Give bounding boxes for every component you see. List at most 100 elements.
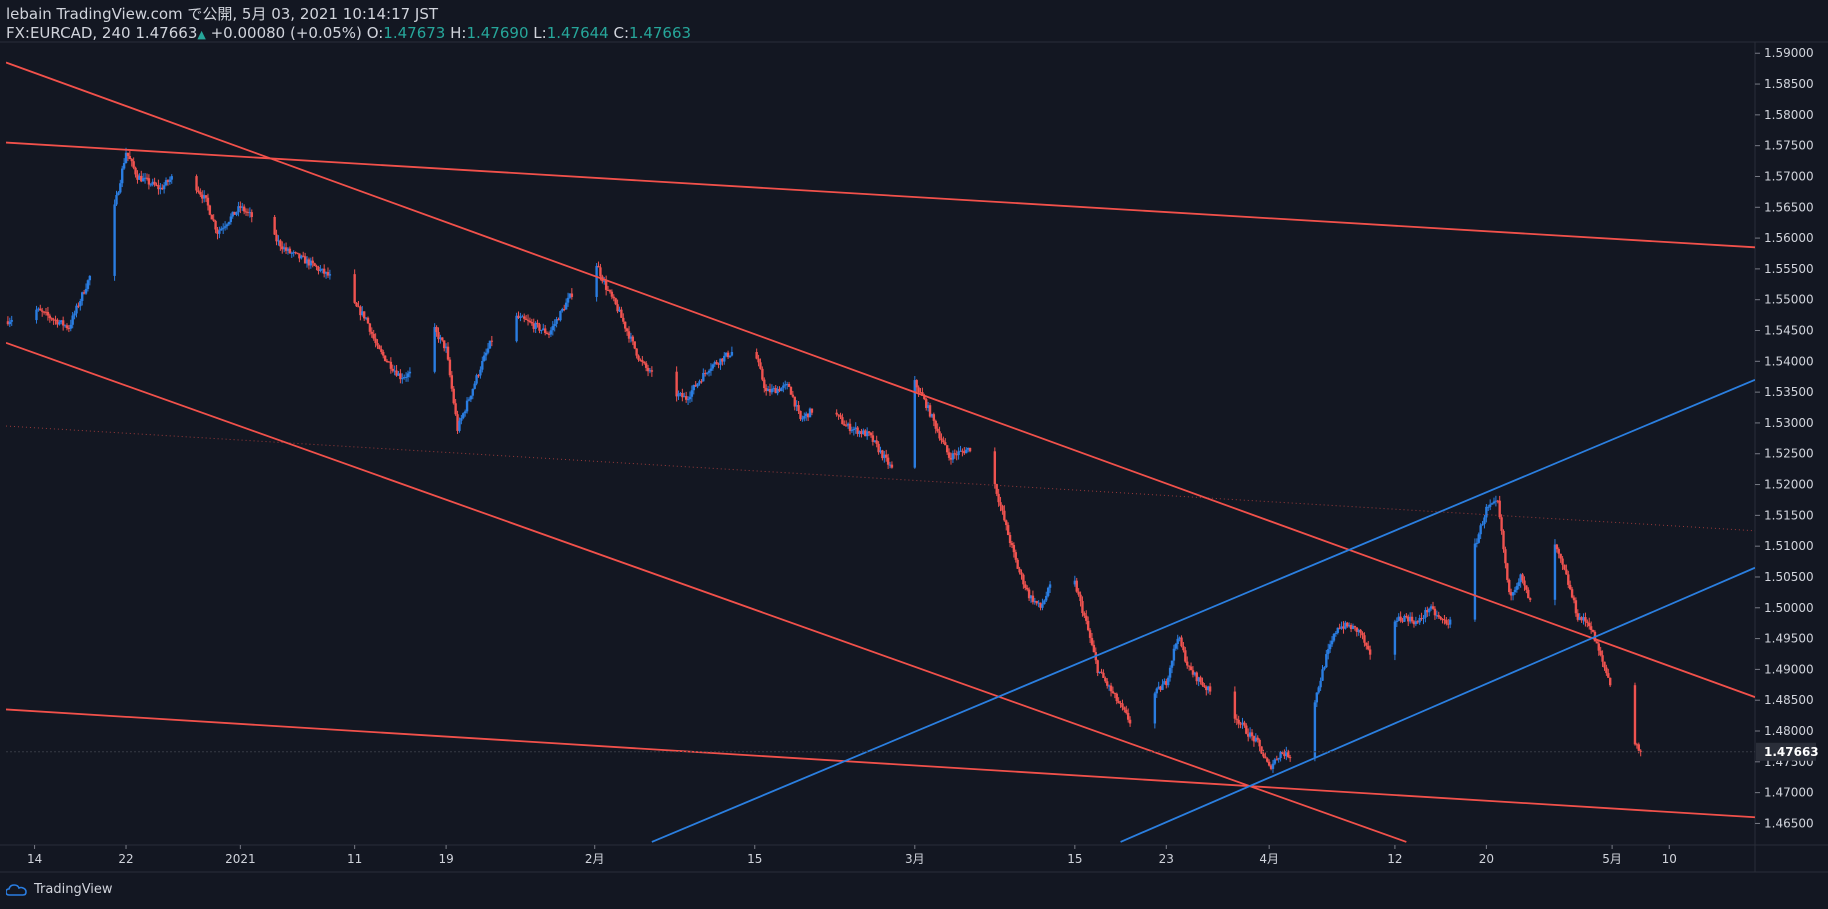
candle-down [1201,682,1204,686]
candle-down [130,159,133,162]
candle-down [999,502,1002,506]
time-tick-label: 2021 [225,852,256,866]
candle-up [151,181,154,185]
candle-down [1159,686,1162,690]
candle-up [564,302,568,310]
candle-down [1500,517,1503,531]
candle-down [1447,623,1450,625]
candle-down [1182,646,1185,651]
candle-down [1496,500,1499,502]
candle-down [684,396,688,400]
candle-down [1504,549,1507,564]
candle-down [161,187,164,190]
red-trend-line [6,708,1755,819]
candle-down [1525,585,1528,590]
tradingview-footer[interactable]: TradingView [6,882,113,897]
candle-down [157,185,160,190]
candle-down [395,370,398,376]
candle-up [784,384,787,386]
candle-up [926,405,930,408]
candle-down [39,308,42,311]
candle-down [370,331,374,334]
candle-up [1488,504,1492,507]
candle-up [1582,617,1585,621]
candle-down [389,361,393,369]
candle-up [475,375,478,384]
price-tick-label: 1.50000 [1764,601,1814,615]
candle-up [1494,500,1498,502]
tradingview-cloud-icon [6,883,27,896]
candle-down [77,305,80,307]
candle-down [563,308,566,310]
candle-down [244,211,248,213]
candle-up [1408,616,1412,622]
candle-up [686,399,690,401]
candle-down [1195,672,1198,682]
candle-down [797,405,800,411]
candle-up [1517,582,1520,587]
candle-down [1187,665,1191,667]
candle-up [1155,688,1158,694]
candle-down [126,152,130,157]
candle-up [1319,680,1322,688]
price-tick-label: 1.50500 [1764,570,1814,584]
candle-up [808,408,812,418]
candle-down [635,348,638,356]
candle-down [944,442,947,446]
candle-down [216,229,219,234]
tradingview-brand: TradingView [34,882,113,897]
candle-down [1567,574,1570,585]
close-value: 1.47663 [629,24,692,42]
candle-down [1269,765,1273,769]
candle-up [402,377,406,379]
candle-up [696,383,699,387]
candle-down [848,423,852,432]
candle-down [625,328,629,332]
candle-down [917,387,920,393]
candle-down [839,415,842,418]
candle-up [1285,750,1288,757]
candle-up [488,340,492,349]
price-tick-label: 1.52000 [1764,478,1814,492]
candle-up [1473,543,1477,620]
candle-down [1586,621,1589,623]
candle-up [677,393,680,397]
candle-up [879,450,882,453]
candle-up [1046,587,1050,596]
candle-down [374,338,377,344]
price-tick-label: 1.49000 [1764,662,1814,676]
candle-up [1315,692,1318,703]
candle-up [1107,685,1111,687]
candle-down [627,331,631,339]
candle-up [770,388,774,393]
candle-down [1186,661,1189,666]
candle-down [1588,622,1591,627]
candle-down [1245,725,1248,734]
candle-down [841,417,844,425]
candle-down [1353,626,1357,628]
candle-down [450,375,454,389]
candle-up [117,192,120,196]
candle-up [321,268,324,270]
candle-down [1591,629,1595,632]
candle-down [631,336,635,342]
candle-up [854,427,857,429]
candle-up [58,322,61,325]
time-tick-label: 3月 [905,852,925,866]
candle-down [1208,686,1212,692]
candle-up [237,206,240,213]
candle-down [942,440,945,443]
candle-up [951,453,955,460]
candle-down [1281,751,1284,754]
candle-down [1443,619,1446,621]
candle-up [1168,667,1172,678]
candle-down [1288,757,1292,759]
candle-down [326,272,330,276]
time-tick-label: 5月 [1602,852,1622,866]
candle-down [212,219,215,221]
candle-up [439,337,442,340]
candle-down [281,246,284,250]
candle-up [846,423,850,426]
candle-down [599,267,602,277]
